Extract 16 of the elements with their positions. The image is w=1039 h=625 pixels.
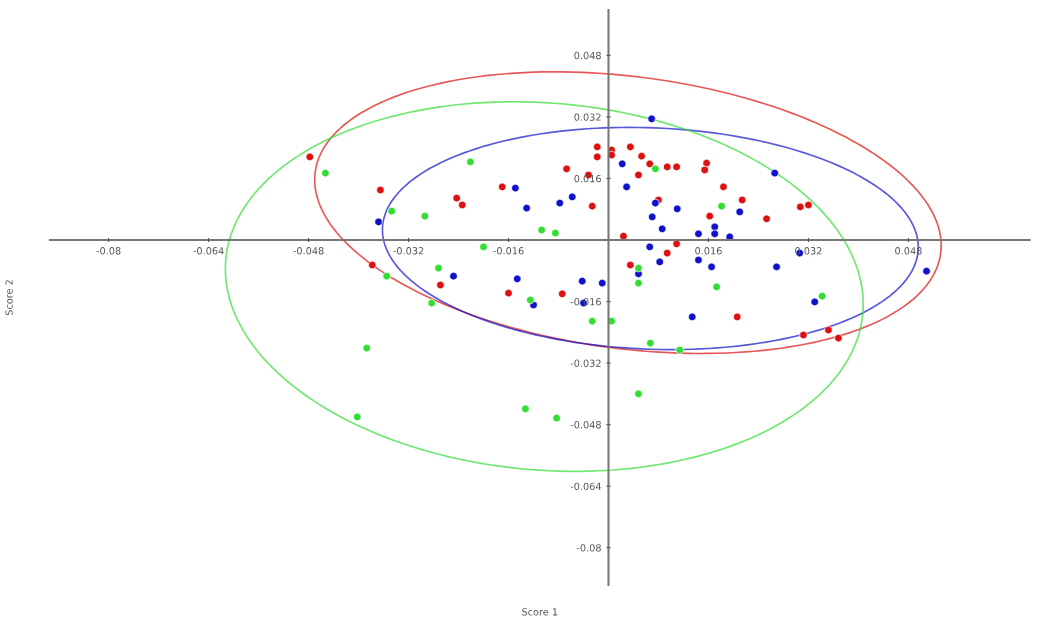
y-tick-label: -0.032 [570,359,601,367]
y-tick-label: 0.032 [574,113,601,121]
y-tick-label: -0.064 [570,482,602,490]
x-tick-label: -0.016 [493,247,524,255]
x-axis-title: Score 1 [522,608,558,616]
x-tick-label: -0.032 [393,247,424,255]
y-tick-label: 0.048 [574,51,601,60]
y-tick-label: -0.048 [570,421,601,429]
x-tick-label: -0.048 [293,247,324,255]
x-tick-label: -0.064 [193,247,224,255]
x-tick-label: -0.08 [96,247,121,255]
y-axis-title: Score 2 [5,280,13,316]
y-tick-label: 0.016 [574,174,601,183]
x-tick-label: 0.032 [795,247,822,255]
y-tick-label: -0.08 [576,544,601,552]
x-tick-label: 0.016 [695,247,722,255]
